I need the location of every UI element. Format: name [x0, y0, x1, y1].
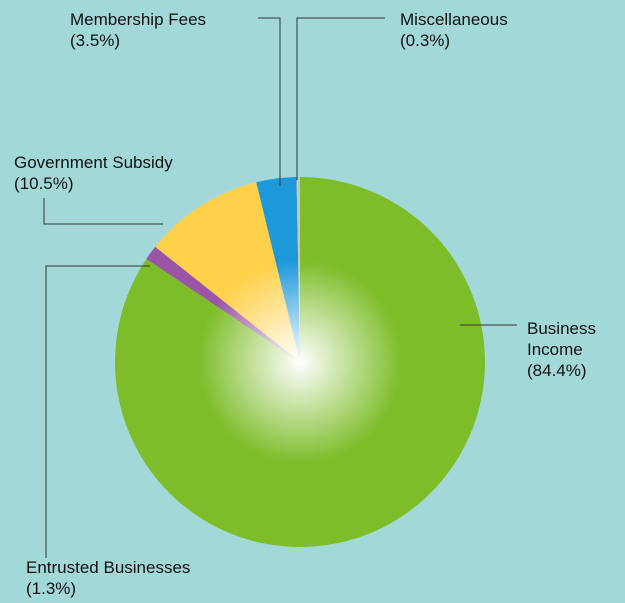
category-name: Business Income [527, 319, 596, 359]
category-name: Government Subsidy [14, 153, 173, 172]
category-name: Membership Fees [70, 10, 207, 29]
pie-slice [155, 182, 300, 362]
category-name: Entrusted Businesses [26, 558, 191, 577]
value-label: (10.5%) [14, 174, 74, 193]
leader-line [43, 198, 163, 225]
pie-slice [296, 177, 300, 362]
value-label: (0.3%) [400, 31, 451, 50]
pie-slice [146, 246, 300, 362]
slice-label: Business Income (84.4%) [527, 318, 607, 381]
value-label: (84.4%) [527, 361, 587, 380]
leader-line [258, 17, 281, 186]
slice-label: Miscellaneous (0.3%) [400, 9, 508, 51]
leader-line [296, 17, 385, 180]
pie-slice [256, 177, 300, 362]
leader-line [45, 265, 150, 558]
slice-label: Entrusted Businesses (1.3%) [26, 557, 190, 599]
slice-label: Membership Fees (3.5%) [70, 9, 206, 51]
slice-label: Government Subsidy (10.5%) [14, 152, 173, 194]
value-label: (3.5%) [70, 31, 121, 50]
pie-slice [114, 177, 485, 548]
value-label: (1.3%) [26, 579, 77, 598]
category-name: Miscellaneous [400, 10, 508, 29]
